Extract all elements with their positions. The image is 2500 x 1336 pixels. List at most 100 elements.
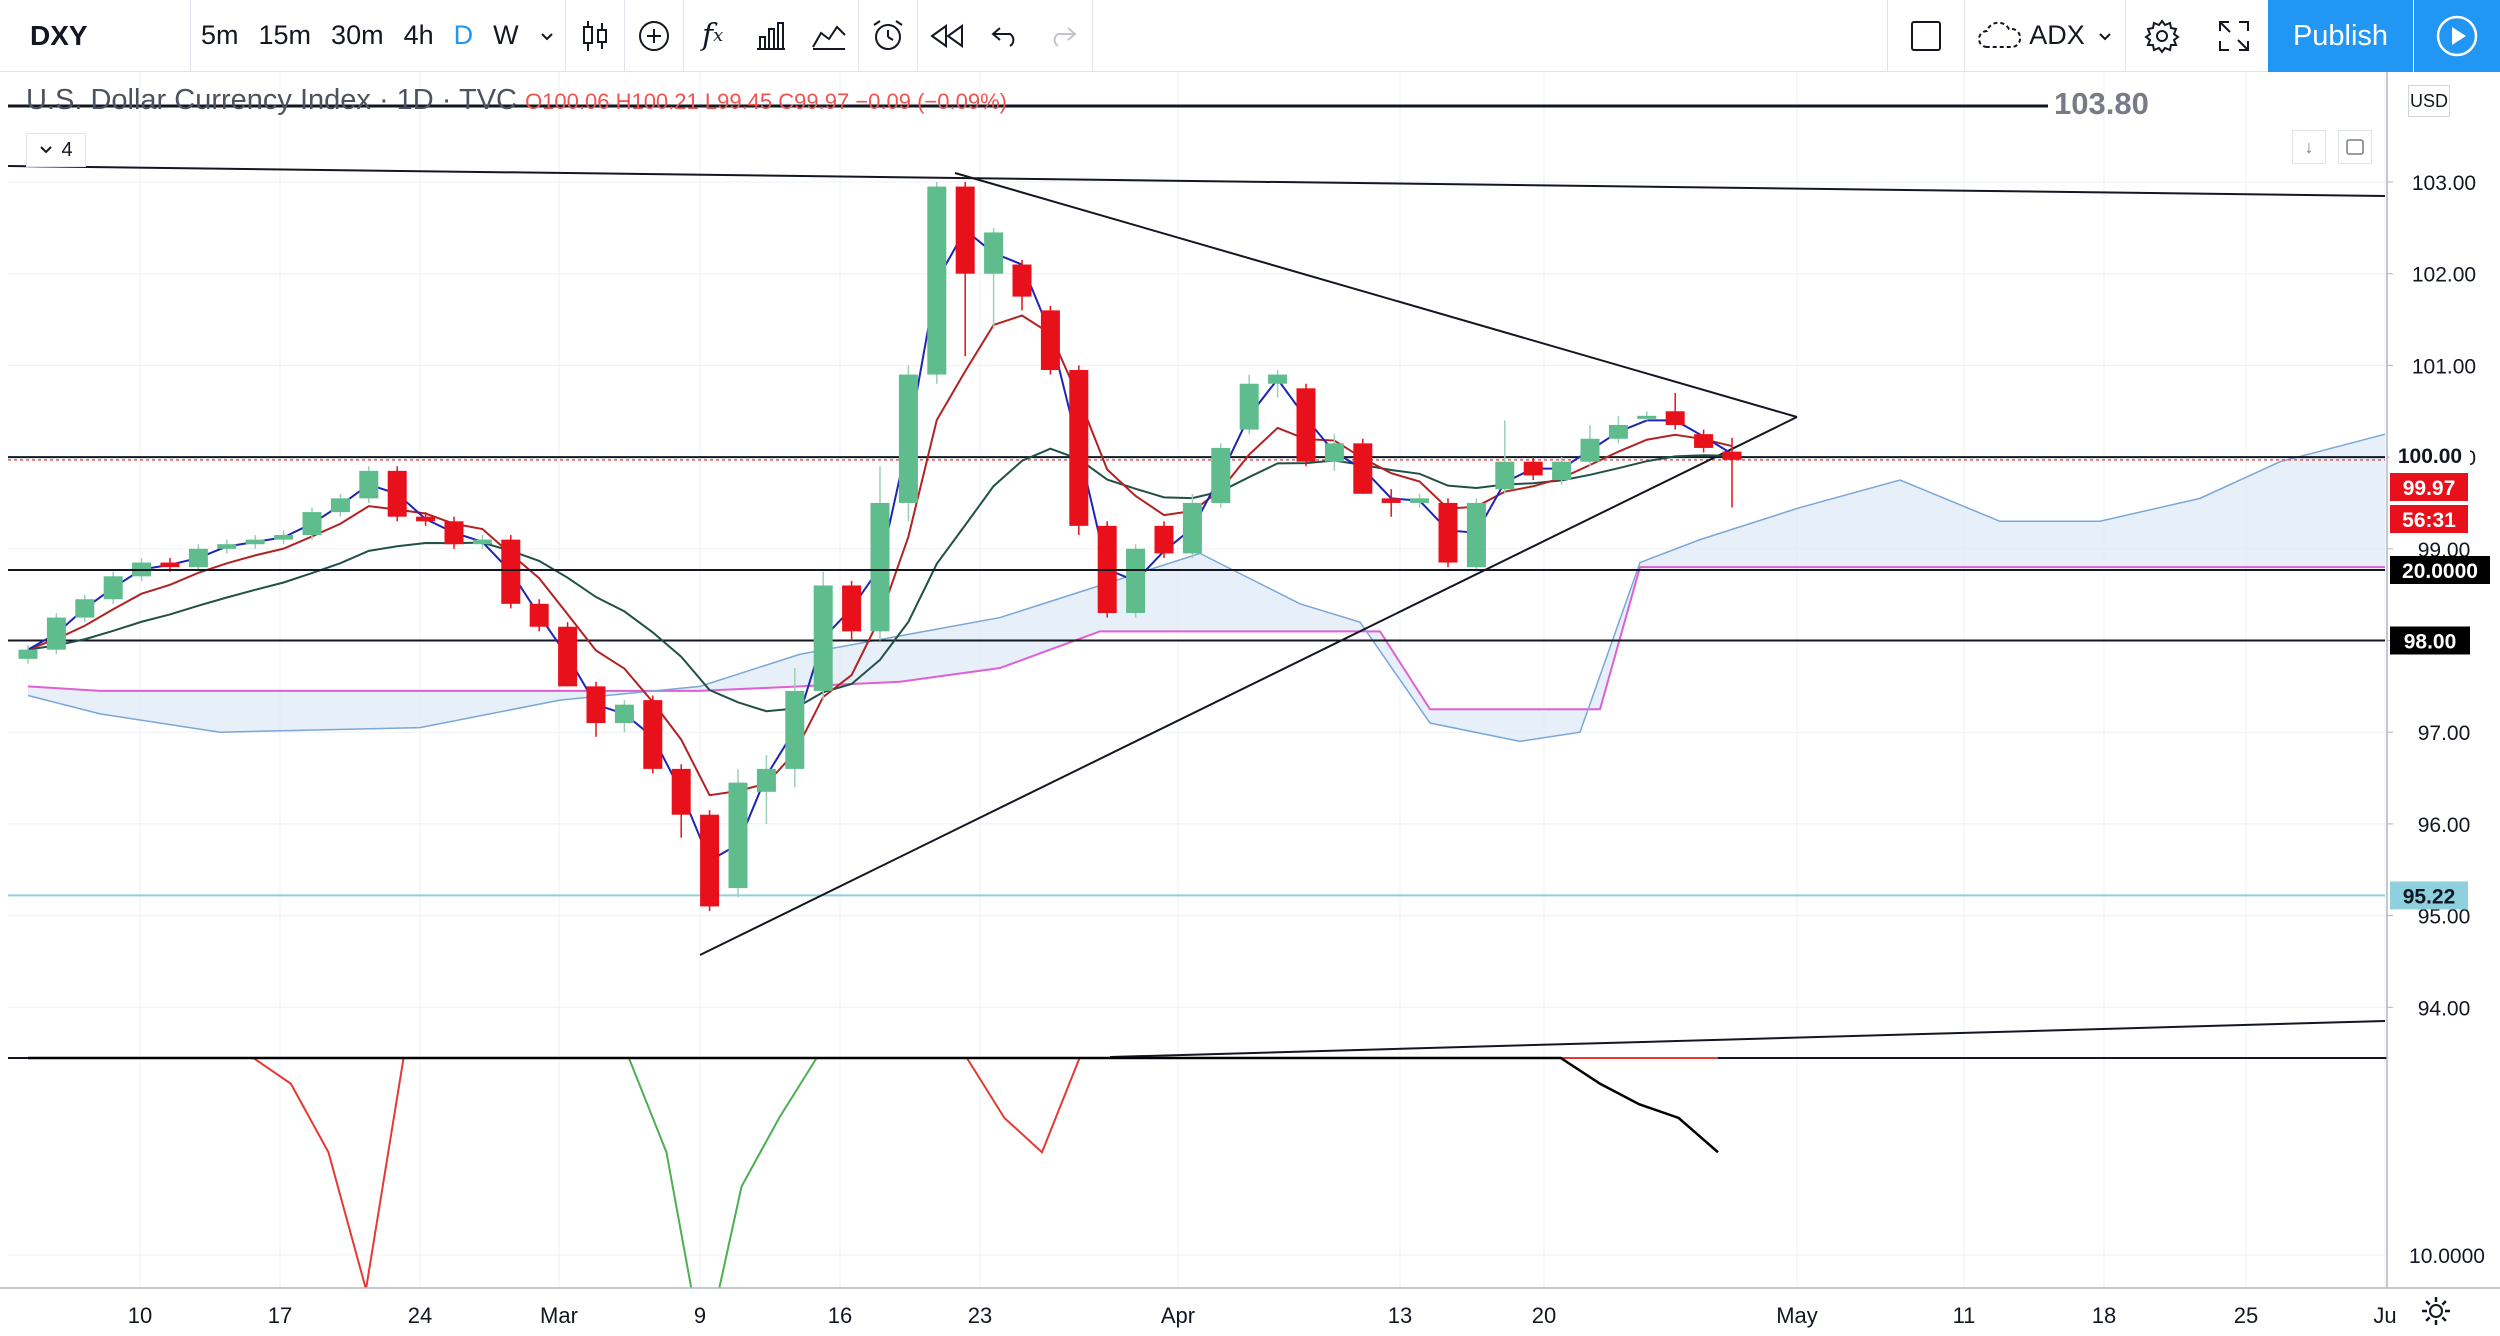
price-label-100-text: 100.00 — [2398, 445, 2462, 468]
candle-body — [330, 498, 350, 513]
time-tick-label: 25 — [2234, 1303, 2258, 1328]
candle — [870, 466, 890, 641]
candle-body — [1523, 461, 1543, 476]
candle — [558, 622, 578, 687]
candles-icon[interactable] — [566, 0, 624, 72]
interval-d[interactable]: D — [453, 20, 474, 50]
adx-pane[interactable] — [8, 569, 2500, 1336]
bars-icon[interactable] — [742, 0, 800, 72]
candle — [1637, 411, 1657, 421]
candle-body — [1552, 461, 1572, 481]
gear-icon[interactable] — [2422, 1297, 2450, 1325]
interval-5m[interactable]: 5m — [201, 20, 239, 50]
time-tick-label: 16 — [828, 1303, 852, 1328]
gear-icon-hub — [2429, 1304, 2443, 1318]
divider — [1964, 0, 1965, 72]
candle — [472, 535, 492, 549]
chevron-down-icon[interactable] — [529, 0, 565, 72]
price-axis-bg — [2387, 72, 2500, 1336]
candle — [700, 810, 720, 912]
cloud-icon — [1978, 21, 2022, 48]
gear-icon[interactable] — [2126, 0, 2198, 72]
series-legend[interactable]: U.S. Dollar Currency Index · 1D · TVC O1… — [26, 84, 1007, 117]
candle-body — [46, 617, 66, 650]
candle — [785, 668, 805, 788]
divider — [1887, 0, 1888, 72]
candle-body — [1665, 411, 1685, 426]
divider — [1091, 0, 1093, 72]
candle — [898, 365, 918, 522]
candle — [756, 755, 776, 824]
candle — [1722, 437, 1742, 508]
candle-body — [1040, 310, 1060, 370]
legend-collapse-button[interactable]: 4 — [26, 133, 86, 167]
candle-body — [387, 470, 407, 517]
rewind-icon[interactable] — [918, 0, 976, 72]
candle — [643, 695, 663, 774]
candle — [1069, 365, 1089, 536]
candle-body — [274, 535, 294, 540]
candle — [501, 535, 521, 609]
interval-w[interactable]: W — [493, 20, 519, 50]
price-label-100-bg — [2390, 441, 2470, 470]
play-icon[interactable] — [2414, 0, 2500, 72]
currency-badge[interactable]: USD — [2408, 85, 2450, 117]
candle-body — [1410, 498, 1430, 503]
bar-countdown-bg — [2390, 505, 2468, 533]
candle-body — [842, 585, 862, 632]
horizontal-levels[interactable] — [8, 456, 2385, 897]
candle — [18, 645, 38, 664]
trend-lines[interactable] — [7, 104, 2386, 1058]
indicator-template[interactable]: ADX — [1965, 0, 2125, 72]
bar-countdown-text: 56:31 — [2402, 509, 2456, 532]
time-tick-label: 11 — [1953, 1303, 1976, 1328]
time-tick-label: Apr — [1161, 1303, 1195, 1328]
legend-big-price: 103.80 — [2054, 86, 2149, 121]
candle — [1438, 498, 1458, 568]
symbol-search[interactable]: DXY — [30, 19, 88, 51]
divider — [190, 0, 191, 72]
price-label-9522-bg — [2390, 881, 2468, 910]
legend-count: 4 — [61, 138, 73, 161]
candle-body — [813, 585, 833, 691]
time-tick-label: 18 — [2092, 1303, 2116, 1328]
arrow-down-icon[interactable]: ↓ — [2292, 130, 2326, 164]
square-icon[interactable] — [1888, 0, 1964, 72]
chevron-down-icon — [2099, 32, 2111, 40]
plus-circle-icon[interactable] — [625, 0, 683, 72]
candle — [1410, 493, 1430, 508]
interval-4h[interactable]: 4h — [403, 20, 434, 50]
candle-body — [671, 768, 691, 815]
redo-icon[interactable] — [1034, 0, 1092, 72]
publish-button[interactable]: Publish — [2268, 0, 2413, 72]
time-tick-label: 17 — [268, 1303, 292, 1328]
adx-level-label-text: 20.0000 — [2402, 560, 2478, 583]
triangle-lower-line — [699, 416, 1798, 956]
compare-icon[interactable] — [800, 0, 858, 72]
candle-body — [1722, 451, 1742, 460]
undo-icon[interactable] — [976, 0, 1034, 72]
scale-icon[interactable] — [2338, 130, 2372, 164]
price-tick-label: 102.00 — [2412, 264, 2476, 287]
fullscreen-icon[interactable] — [2198, 0, 2270, 72]
time-tick-label: 20 — [1532, 1303, 1556, 1328]
candle-body — [103, 576, 123, 600]
interval-30m[interactable]: 30m — [331, 20, 384, 50]
candle — [1324, 434, 1344, 471]
candle — [927, 182, 947, 384]
triangle-upper-line — [954, 172, 1798, 418]
candle — [103, 571, 123, 604]
alarm-icon[interactable] — [859, 0, 917, 72]
candle — [842, 580, 862, 641]
candle — [614, 700, 634, 733]
adx-tick-label: 10.0000 — [2409, 1245, 2485, 1268]
trendline-top — [7, 165, 2386, 197]
grid — [8, 72, 2386, 1288]
candles[interactable] — [18, 182, 1742, 912]
candle-body — [1580, 438, 1600, 462]
candle — [984, 227, 1004, 329]
interval-15m[interactable]: 15m — [258, 20, 312, 50]
